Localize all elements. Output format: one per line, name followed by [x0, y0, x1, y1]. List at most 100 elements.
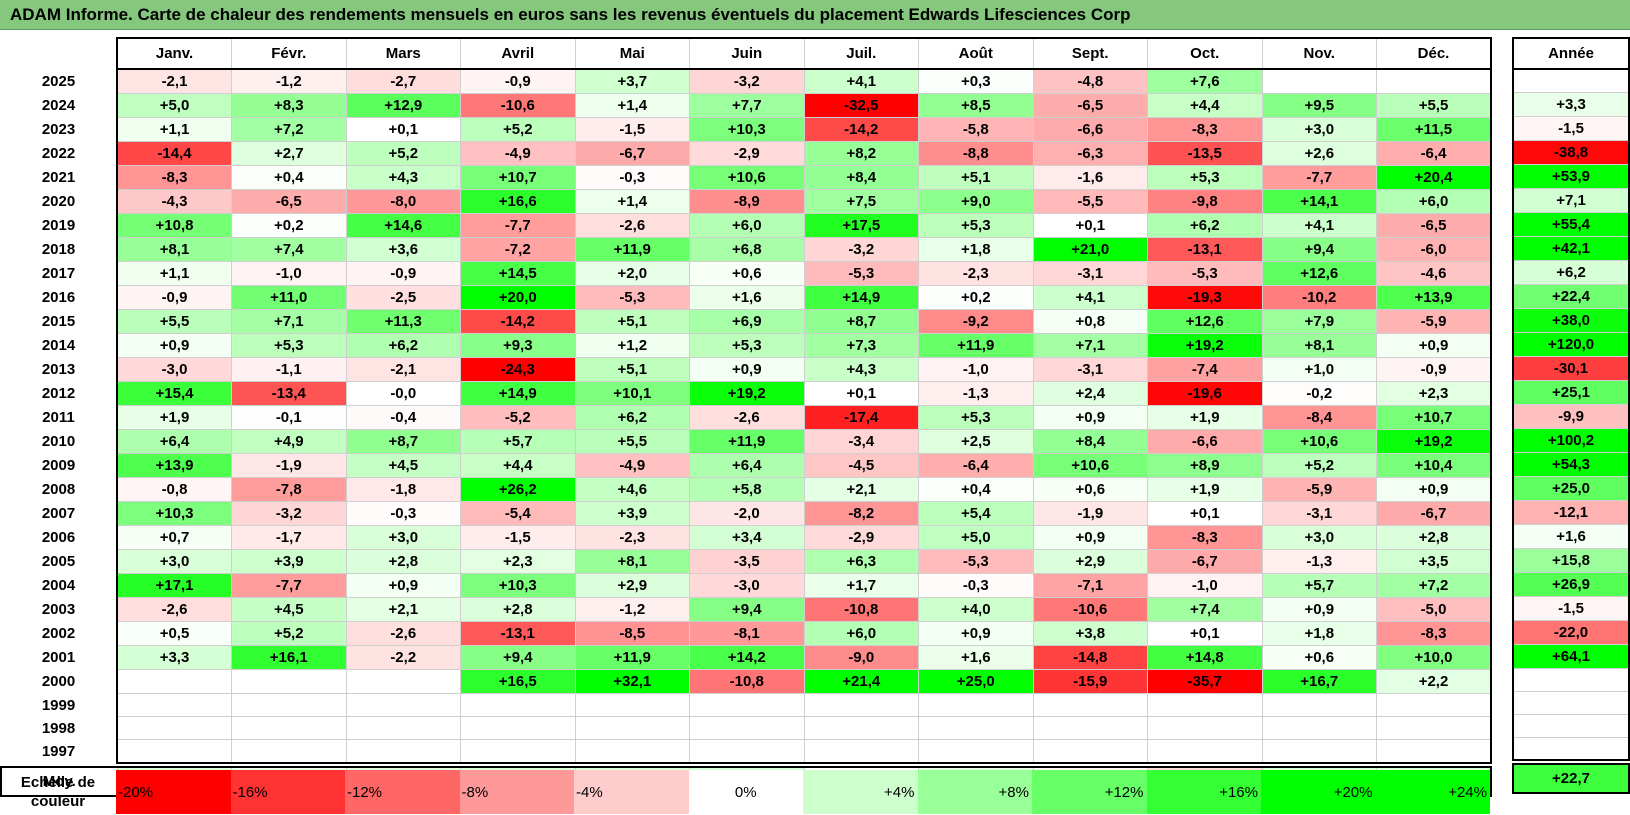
table-row: 2013 -3,0 -1,1 -2,1 -24,3 +5,1 +0,9 +4,3 -1,0 -3,…	[1, 357, 1492, 382]
heat-cell: -7,4	[1147, 357, 1263, 382]
heat-cell: +8,1	[1261, 333, 1377, 358]
heat-cell: -5,3	[918, 549, 1034, 574]
table-row: 2003 -2,6 +4,5 +2,1 +2,8 -1,2 +9,4 -10,8 +4,0 -10…	[1, 597, 1492, 622]
year-label: 1997	[41, 742, 76, 760]
heat-cell	[1147, 693, 1263, 717]
heat-cell: +6,2	[1147, 213, 1263, 238]
heat-cell: +14,2	[689, 645, 805, 670]
heat-cell: +0,4	[918, 477, 1034, 502]
annual-header: Année	[1512, 37, 1630, 70]
table-row: 2010 +6,4 +4,9 +8,7 +5,7 +5,5 +11,9 -3,4 +2,5 +8,…	[1, 429, 1492, 454]
heat-cell: +8,7	[345, 429, 461, 454]
heat-cell: -13,1	[460, 621, 576, 646]
heat-cell: +7,9	[1261, 309, 1377, 334]
heat-cell: +5,2	[1261, 453, 1377, 478]
table-row: 2011 +1,9 -0,1 -0,4 -5,2 +6,2 -2,6 -17,4 +5,3 +0,…	[1, 405, 1492, 430]
heat-cell: -6,7	[1147, 549, 1263, 574]
table-row: 2019 +10,8 +0,2 +14,6 -7,7 -2,6 +6,0 +17,5 +5,3 +…	[1, 213, 1492, 238]
heat-cell: +10,1	[574, 381, 690, 406]
heat-cell: -0,3	[918, 573, 1034, 598]
heat-cell: +7,2	[231, 117, 347, 142]
heat-cell: +9,4	[689, 597, 805, 622]
annual-cell: +6,2	[1512, 259, 1630, 285]
heatmap-table: Janv. Févr. Mars Avril Mai Juin Juil. Août Sept.…	[0, 37, 1492, 797]
heat-cell: +32,1	[574, 669, 690, 694]
annual-average-cell: +22,7	[1512, 763, 1630, 794]
heat-cell: -1,0	[231, 261, 347, 286]
year-label: 2021	[41, 169, 76, 186]
heat-cell: +3,6	[345, 237, 461, 262]
heat-cell: +8,7	[803, 309, 919, 334]
year-label: 2013	[41, 361, 76, 378]
heat-cell: +3,3	[116, 645, 232, 670]
heat-cell: +10,6	[1032, 453, 1148, 478]
heat-cell	[1261, 68, 1377, 94]
heat-cell: +1,6	[689, 285, 805, 310]
heat-cell: -14,2	[460, 309, 576, 334]
heat-cell: +4,3	[803, 357, 919, 382]
color-scale-stop: 0%	[688, 770, 803, 814]
column-header: Juin	[689, 37, 805, 70]
heat-cell: -7,2	[460, 237, 576, 262]
heat-cell: -15,9	[1032, 669, 1148, 694]
year-label: 2005	[41, 553, 76, 570]
heat-cell: -1,2	[231, 68, 347, 94]
table-row: 1998	[1, 716, 1492, 740]
column-header: Déc.	[1376, 37, 1492, 70]
heat-cell: +4,9	[231, 429, 347, 454]
heat-cell: +7,7	[689, 93, 805, 118]
heat-cell: +5,3	[1147, 165, 1263, 190]
table-row: 2014 +0,9 +5,3 +6,2 +9,3 +1,2 +5,3 +7,3 +11,9 +7,…	[1, 333, 1492, 358]
heat-cell	[803, 739, 919, 764]
heat-cell: -0,4	[345, 405, 461, 430]
heat-cell	[231, 669, 347, 694]
heat-cell	[231, 716, 347, 740]
table-row: 2012 +15,4 -13,4 -0,0 +14,9 +10,1 +19,2 +0,1 -1,…	[1, 381, 1492, 406]
year-label: 2010	[41, 433, 76, 450]
heat-cell: -8,5	[574, 621, 690, 646]
heat-cell: -6,6	[1147, 429, 1263, 454]
heat-cell: -13,1	[1147, 237, 1263, 262]
column-header: Juil.	[803, 37, 919, 70]
heat-cell: +10,7	[1376, 405, 1492, 430]
heat-cell: -2,9	[803, 525, 919, 550]
year-label: 2018	[41, 241, 76, 258]
color-scale-stop: +24%	[1375, 770, 1490, 814]
heat-cell: +5,3	[689, 333, 805, 358]
heat-cell: +11,0	[231, 285, 347, 310]
heat-cell: +0,2	[918, 285, 1034, 310]
heat-cell	[689, 693, 805, 717]
annual-cell: +25,1	[1512, 379, 1630, 405]
heat-cell: +7,1	[231, 309, 347, 334]
heat-cell: -1,3	[1261, 549, 1377, 574]
heat-cell: -6,5	[1032, 93, 1148, 118]
heat-cell	[1032, 716, 1148, 740]
heat-cell: +5,7	[460, 429, 576, 454]
heat-cell: -10,6	[1032, 597, 1148, 622]
heat-cell: -1,9	[1032, 501, 1148, 526]
heat-cell: -8,2	[803, 501, 919, 526]
heat-cell: -6,6	[1032, 117, 1148, 142]
heat-cell: +5,5	[574, 429, 690, 454]
heat-cell: -2,6	[574, 213, 690, 238]
column-header: Mai	[574, 37, 690, 70]
column-header: Août	[918, 37, 1034, 70]
heat-cell: -5,9	[1376, 309, 1492, 334]
heat-cell	[803, 693, 919, 717]
heat-cell	[1032, 739, 1148, 764]
color-scale-label: Echelle de couleur	[20, 774, 96, 810]
heat-cell: +13,9	[1376, 285, 1492, 310]
table-row: 2004 +17,1 -7,7 +0,9 +10,3 +2,9 -3,0 +1,7 -0,3 -7…	[1, 573, 1492, 598]
heat-cell: -1,7	[231, 525, 347, 550]
annual-table: Année +3,3 -1,5 -38,8 +53,9 +7,1 +55,4 +42,1 +6…	[1512, 37, 1630, 794]
page-title: ADAM Informe. Carte de chaleur des rende…	[0, 0, 1630, 30]
column-header: Févr.	[231, 37, 347, 70]
heat-cell: +5,0	[116, 93, 232, 118]
annual-cell	[1512, 68, 1630, 93]
table-row: 2021 -8,3 +0,4 +4,3 +10,7 -0,3 +10,6 +8,4 +5,1 -1…	[1, 165, 1492, 190]
table-row: 2020 -4,3 -6,5 -8,0 +16,6 +1,4 -8,9 +7,5 +9,0 -5,…	[1, 189, 1492, 214]
heat-cell: +1,8	[1261, 621, 1377, 646]
heat-cell: +6,2	[574, 405, 690, 430]
year-label: 2002	[41, 625, 76, 642]
annual-cell: -38,8	[1512, 139, 1630, 165]
